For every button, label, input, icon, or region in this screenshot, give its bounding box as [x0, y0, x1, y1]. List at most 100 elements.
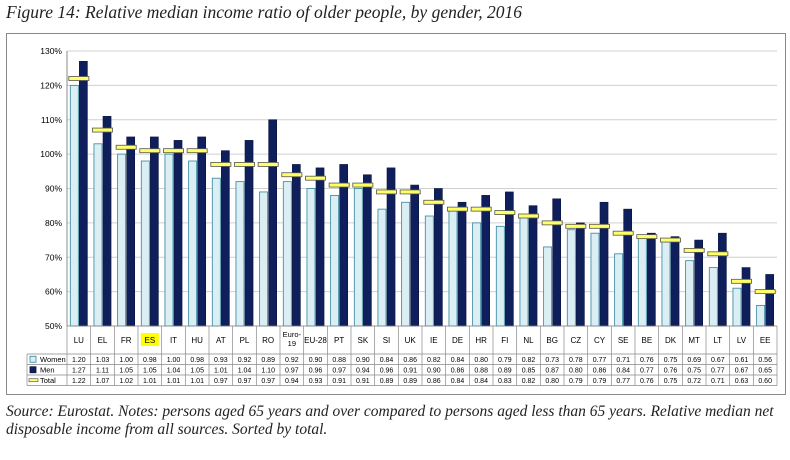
bar-men — [528, 205, 538, 327]
table-cell-value: 1.01 — [214, 368, 228, 375]
bar-men — [741, 267, 751, 327]
table-cell-value: 1.01 — [190, 378, 204, 385]
table-cell-value: 0.84 — [451, 378, 465, 385]
total-marker — [565, 223, 587, 229]
bar-men — [694, 239, 704, 327]
x-tick-label: FR — [121, 336, 132, 345]
bar-men — [410, 184, 420, 327]
table-cell-value: 1.10 — [261, 368, 275, 375]
y-tick-label: 70% — [45, 252, 62, 262]
bar-women — [330, 194, 340, 327]
bar-women — [685, 260, 695, 327]
table-cell-value: 0.82 — [522, 357, 536, 364]
table-cell-value: 0.93 — [214, 357, 228, 364]
bar-women — [590, 232, 600, 327]
table-cell-value: 0.89 — [498, 368, 512, 375]
bar-men — [434, 188, 443, 327]
bar-men — [599, 201, 609, 327]
table-cell-value: 0.78 — [569, 357, 583, 364]
total-marker — [139, 148, 161, 154]
bar-women — [235, 181, 245, 327]
bar-women — [614, 253, 624, 327]
x-tick-label: BE — [641, 336, 652, 345]
x-tick-label: HU — [191, 336, 203, 345]
x-tick-label: NL — [523, 336, 534, 345]
table-cell-value: 0.56 — [758, 357, 772, 364]
total-marker — [683, 247, 705, 253]
bar-women — [164, 153, 174, 327]
table-cell-value: 0.93 — [309, 378, 323, 385]
x-tick-label: SK — [357, 336, 368, 345]
table-cell-value: 0.82 — [522, 378, 536, 385]
bar-men — [150, 136, 159, 327]
table-cell-value: 1.11 — [96, 368, 109, 375]
table-cell-value: 0.92 — [238, 357, 252, 364]
table-cell-value: 0.86 — [451, 368, 465, 375]
x-tick-label: MT — [688, 336, 700, 345]
x-tick-label: SI — [383, 336, 391, 345]
bar-men — [315, 167, 325, 327]
legend-label-men: Men — [40, 366, 55, 375]
bar-men — [552, 198, 562, 327]
total-marker — [328, 182, 350, 188]
table-cell-value: 0.97 — [261, 378, 275, 385]
total-marker — [399, 189, 421, 195]
total-marker — [660, 237, 681, 243]
total-marker — [92, 127, 113, 133]
table-cell-value: 0.87 — [545, 368, 559, 375]
table-cell-value: 0.80 — [569, 368, 583, 375]
table-cell-value: 0.76 — [640, 378, 654, 385]
bar-men — [292, 164, 301, 327]
bar-men — [244, 140, 254, 327]
table-cell-value: 1.07 — [96, 378, 110, 385]
bar-men — [457, 201, 467, 327]
x-tick-label: PL — [240, 336, 250, 345]
table-cell-value: 0.86 — [427, 378, 441, 385]
bar-men — [576, 222, 585, 327]
bar-men — [102, 116, 112, 327]
table-cell-value: 0.79 — [569, 378, 583, 385]
y-tick-label: 80% — [45, 218, 62, 228]
total-marker — [115, 144, 137, 150]
x-tick-label: EL — [98, 336, 108, 345]
bar-women — [708, 267, 718, 327]
bar-women — [188, 160, 198, 327]
table-cell-value: 0.84 — [616, 368, 630, 375]
table-cell-value: 0.90 — [356, 357, 370, 364]
table-cell-value: 0.63 — [735, 378, 749, 385]
table-cell-value: 0.75 — [664, 357, 678, 364]
table-cell-value: 0.80 — [545, 378, 559, 385]
table-cell-value: 0.60 — [758, 378, 772, 385]
bar-women — [756, 304, 766, 327]
bar-men — [268, 119, 278, 327]
figure-title: Figure 14: Relative median income ratio … — [6, 2, 522, 22]
table-cell-value: 0.76 — [640, 357, 654, 364]
total-marker — [68, 76, 90, 81]
bar-men — [126, 136, 136, 327]
y-tick-label: 100% — [40, 149, 62, 159]
table-cell-value: 0.84 — [380, 357, 394, 364]
table-cell-value: 0.79 — [593, 378, 607, 385]
bar-women — [472, 222, 482, 327]
table-cell-value: 0.85 — [522, 368, 536, 375]
chart-frame: 50% 60% 70% 80% 90% 100% 110% 120% 130% LU EL FR ES I… — [6, 33, 786, 395]
x-tick-label: 19 — [288, 339, 296, 348]
table-cell-value: 0.82 — [427, 357, 441, 364]
bar-women — [353, 188, 363, 327]
total-marker — [376, 189, 397, 195]
bar-women — [637, 236, 647, 327]
x-tick-label: DK — [665, 336, 677, 345]
table-cell-value: 0.96 — [309, 368, 323, 375]
table-cell-value: 1.01 — [143, 378, 157, 385]
x-tick-label: SE — [618, 336, 629, 345]
y-tick-label: 60% — [45, 287, 62, 297]
table-cell-value: 1.22 — [72, 378, 86, 385]
table-cell-value: 0.91 — [356, 378, 370, 385]
total-marker — [352, 182, 374, 188]
x-tick-label: HR — [475, 336, 487, 345]
table-cell-value: 0.89 — [261, 357, 275, 364]
x-tick-label: PT — [334, 336, 344, 345]
bar-women — [69, 84, 79, 327]
bar-men — [670, 236, 680, 327]
total-marker — [234, 162, 255, 167]
